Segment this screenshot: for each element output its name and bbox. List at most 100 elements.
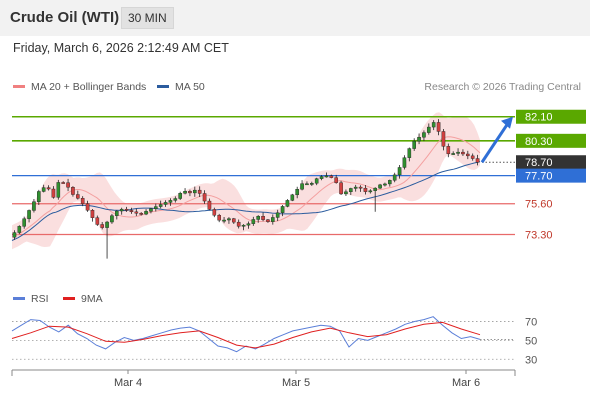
candle-body <box>197 189 202 194</box>
candle-body <box>329 175 334 178</box>
candle-body <box>207 200 212 210</box>
candle-body <box>378 184 382 189</box>
candle-body <box>100 224 104 228</box>
candle-body <box>349 188 353 193</box>
candle-body <box>158 204 163 207</box>
candle-body <box>227 218 231 221</box>
ma50-swatch <box>157 84 169 88</box>
candle-body <box>236 221 241 227</box>
research-credit: Research © 2026 Trading Central <box>424 81 581 93</box>
candle-body <box>344 191 348 195</box>
candle-body <box>144 211 148 215</box>
candle-body <box>129 210 134 213</box>
candle-body <box>105 221 109 228</box>
price-tag-resistance <box>516 133 586 148</box>
candle-body <box>475 158 480 163</box>
time-tick-label: Mar 4 <box>114 377 142 389</box>
rsi-tick-label: 50 <box>525 335 537 347</box>
candle-body <box>466 153 470 157</box>
time-tick-label: Mar 6 <box>452 377 480 389</box>
candle-body <box>461 151 465 155</box>
candle-body <box>222 219 226 222</box>
candle-body <box>134 211 139 214</box>
candle-body <box>95 217 100 225</box>
timestamp: Friday, March 6, 2026 2:12:49 AM CET <box>13 41 229 55</box>
candle-body <box>397 167 402 176</box>
candle-body <box>193 189 197 194</box>
rsi-label: RSI <box>31 293 49 305</box>
candle-body <box>353 186 358 189</box>
candle-body <box>61 182 65 184</box>
candle-body <box>124 208 129 211</box>
candle-body <box>290 194 295 201</box>
candle-body <box>251 219 256 224</box>
candle-body <box>373 187 377 191</box>
price-label-support: 75.60 <box>525 199 553 211</box>
candle-body <box>392 174 397 181</box>
candle-body <box>56 182 61 198</box>
candle-body <box>271 217 275 222</box>
candle-body <box>363 187 368 192</box>
bollinger-band <box>12 112 480 250</box>
price-tag-resistance <box>516 109 586 124</box>
candle-body <box>256 216 260 220</box>
candle-body <box>412 140 416 149</box>
candle-body <box>32 201 36 211</box>
candle-body <box>22 218 26 227</box>
price-label-resistance: 80.30 <box>525 136 553 148</box>
forecast-arrow-head <box>501 116 513 129</box>
candle-body <box>310 183 314 185</box>
rsi-tick-label: 30 <box>525 354 537 366</box>
candle-body <box>266 219 270 222</box>
ma50-line <box>11 161 481 241</box>
candle-body <box>66 182 70 188</box>
candle-body <box>27 210 31 219</box>
candle-body <box>334 177 338 183</box>
candle-body <box>358 186 363 189</box>
candle-body <box>441 131 446 147</box>
candle-body <box>46 187 51 190</box>
candle-body <box>431 122 436 128</box>
candle-body <box>436 122 441 132</box>
candle-body <box>300 183 304 190</box>
legend-ma50: MA 50 <box>157 81 205 93</box>
legend-9ma: 9MA <box>63 293 103 305</box>
candle-body <box>202 193 207 202</box>
price-tag-current <box>516 155 586 170</box>
candle-body <box>71 187 75 195</box>
interval-button[interactable]: 30 MIN <box>121 7 174 29</box>
candle-body <box>305 183 309 186</box>
ma9-swatch <box>63 296 75 300</box>
candle-body <box>76 194 80 199</box>
candle-body <box>285 200 290 207</box>
ma20-line <box>11 136 481 238</box>
candle-body <box>188 191 192 194</box>
ma50-label: MA 50 <box>175 81 205 93</box>
candle-body <box>217 215 221 221</box>
header-bar: Crude Oil (WTI) 30 MIN <box>0 0 590 36</box>
candle-body <box>246 223 251 226</box>
candle-body <box>324 175 329 178</box>
rsi-ma9-line <box>11 321 481 349</box>
candle-body <box>183 191 187 194</box>
candle-body <box>456 151 460 154</box>
price-label-resistance: 82.10 <box>525 112 553 124</box>
candle-body <box>173 198 178 201</box>
candle-body <box>80 198 85 204</box>
candle-body <box>261 216 265 220</box>
candle-body <box>119 208 124 212</box>
candle-body <box>402 157 407 168</box>
candle-body <box>178 193 182 199</box>
forecast-arrow-shaft <box>480 120 511 164</box>
candle-body <box>163 202 168 205</box>
candle-body <box>51 188 56 198</box>
candle-body <box>212 209 217 216</box>
candle-body <box>139 213 143 215</box>
candle-body <box>470 155 475 159</box>
candle-body <box>232 218 236 223</box>
candle-body <box>154 206 158 209</box>
candle-body <box>17 226 22 233</box>
price-label-current: 78.70 <box>525 157 553 169</box>
candle-body <box>149 208 153 212</box>
